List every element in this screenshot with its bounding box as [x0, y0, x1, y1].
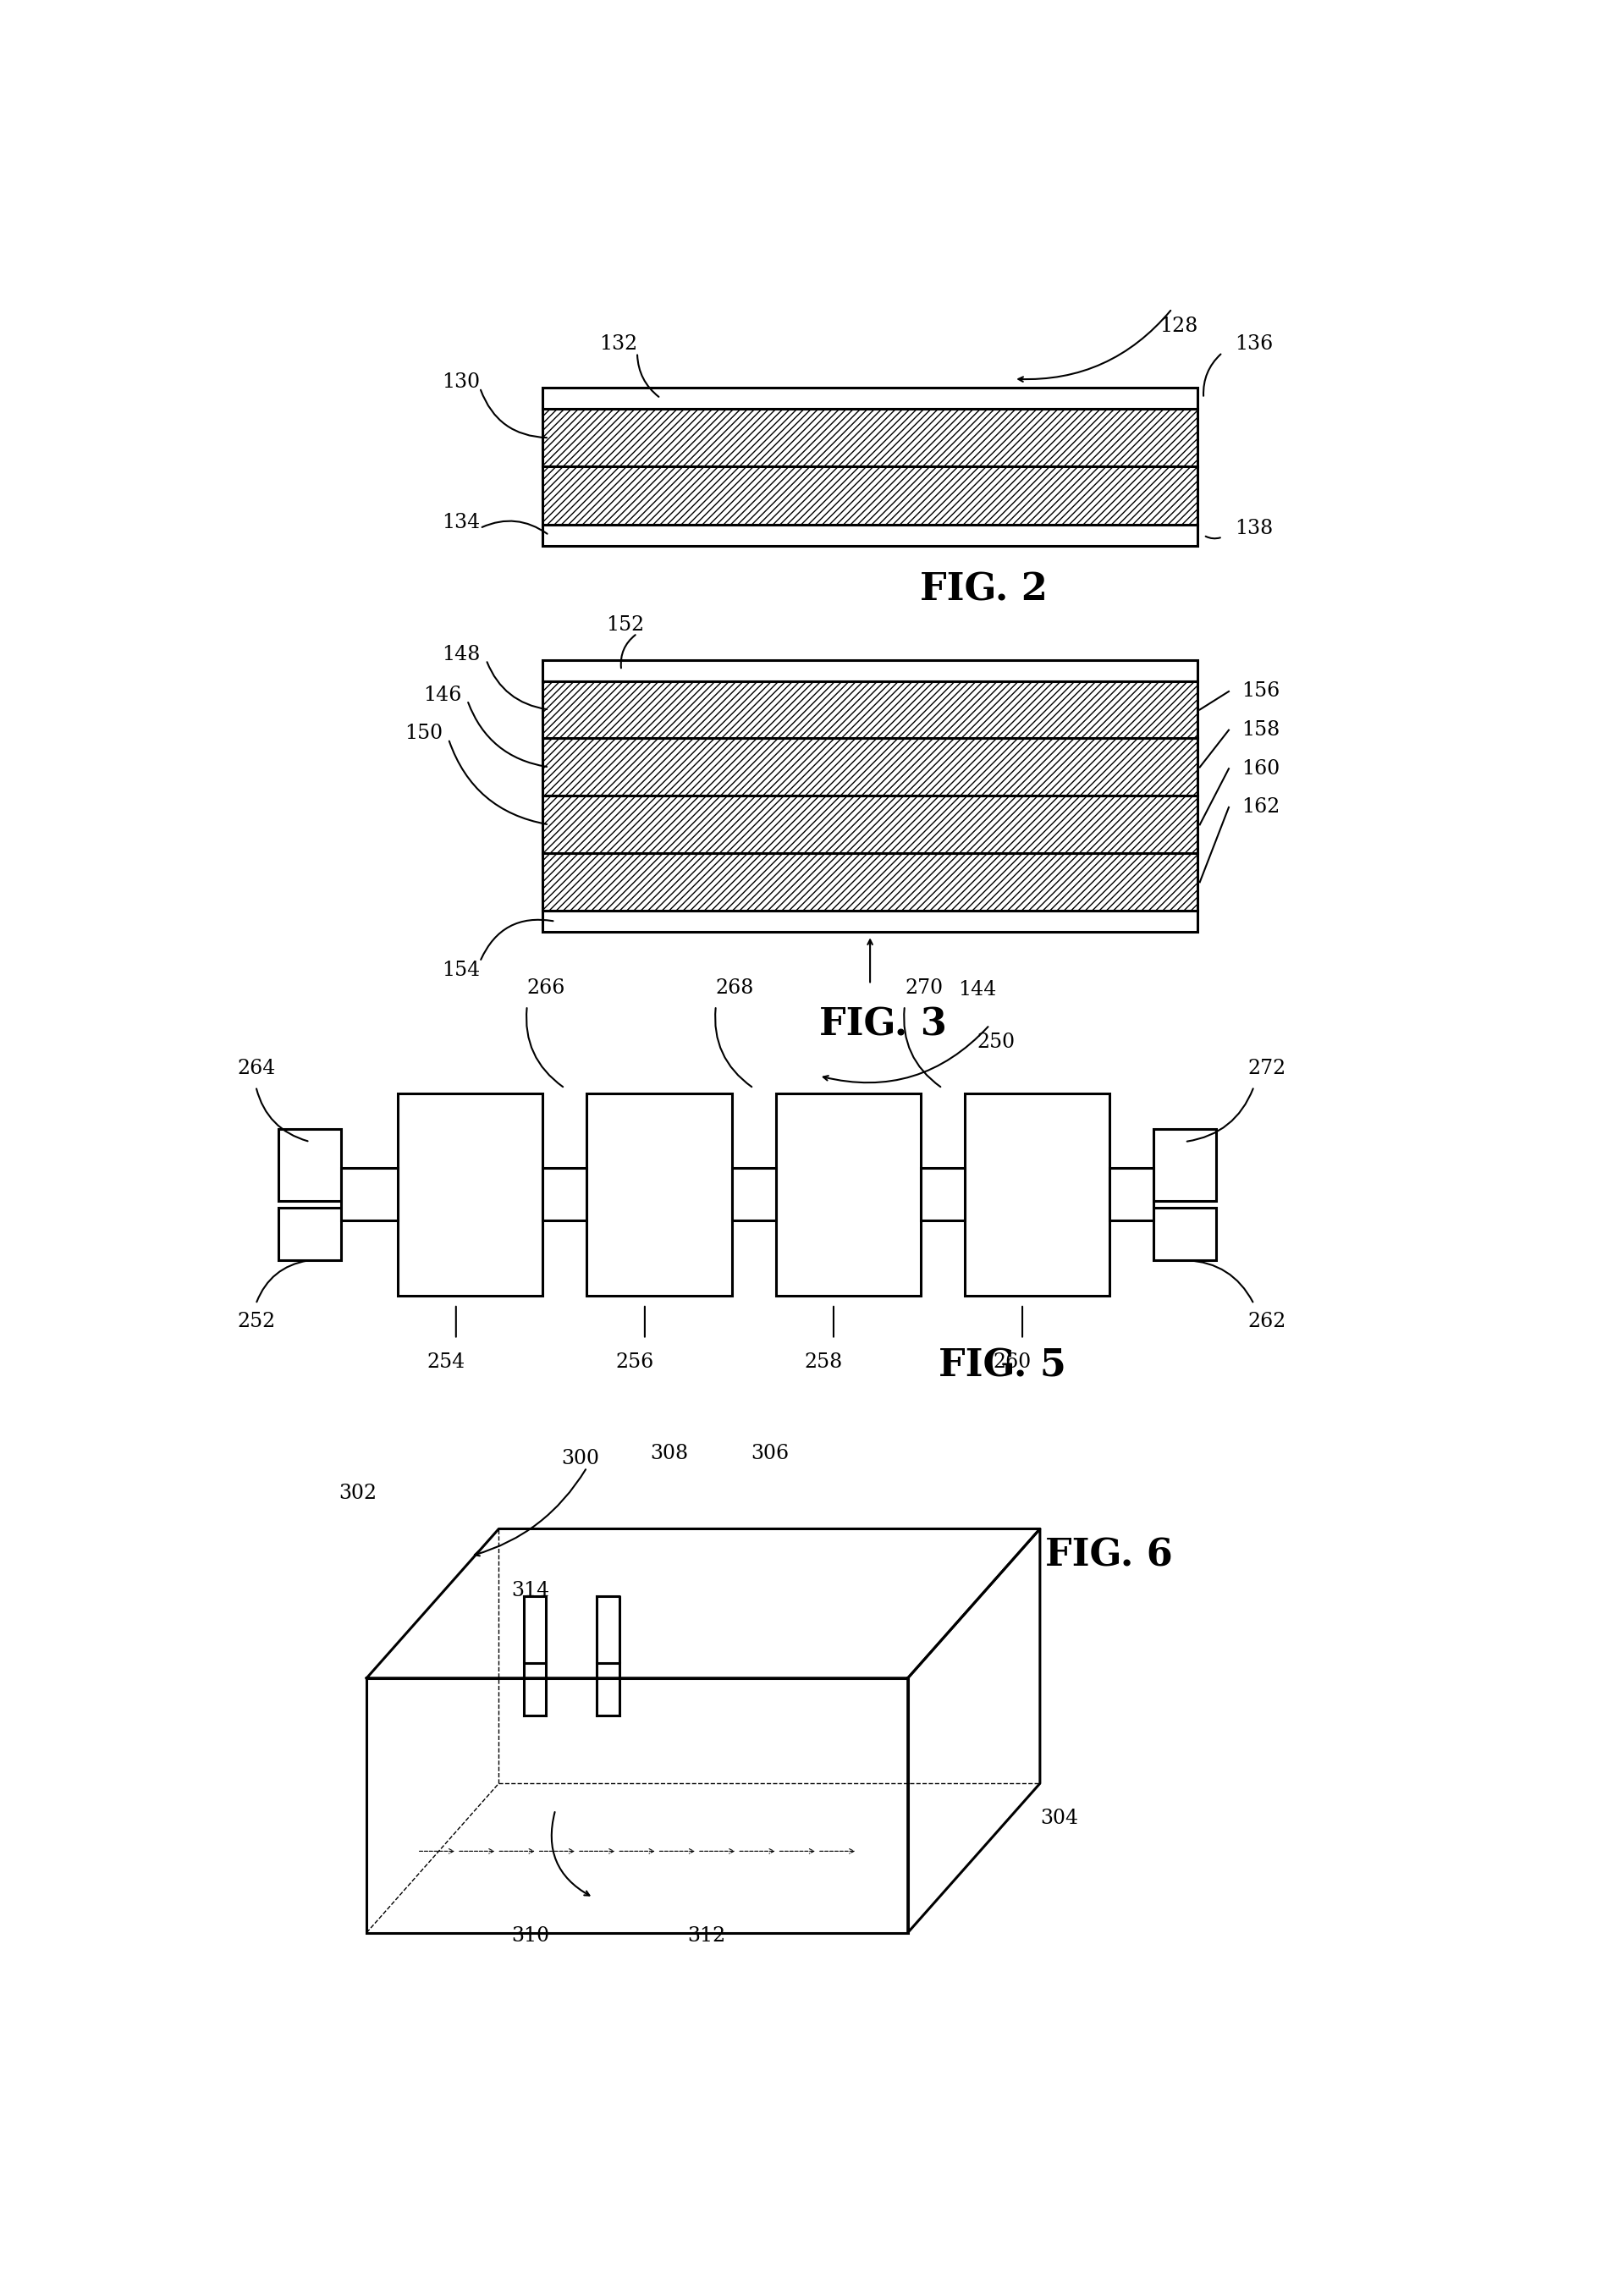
Text: 310: 310 [512, 1927, 549, 1945]
Bar [1109, 1167, 1153, 1220]
Text: 158: 158 [1241, 720, 1280, 739]
Text: 162: 162 [1241, 798, 1280, 816]
Bar [542, 659, 1197, 682]
Bar [542, 467, 1197, 524]
Text: 272: 272 [1247, 1060, 1286, 1078]
Text: 154: 154 [442, 960, 481, 980]
Text: 256: 256 [615, 1352, 654, 1373]
Bar [279, 1129, 341, 1202]
Text: FIG. 2: FIG. 2 [919, 572, 1047, 609]
Bar [965, 1094, 1109, 1295]
Text: 302: 302 [339, 1484, 377, 1503]
Text: 266: 266 [528, 978, 565, 999]
Bar [341, 1167, 398, 1220]
Bar [542, 1167, 586, 1220]
Text: 146: 146 [424, 686, 461, 705]
Bar [776, 1094, 921, 1295]
Bar [542, 408, 1197, 467]
Text: 304: 304 [1039, 1808, 1078, 1829]
Text: 130: 130 [442, 372, 481, 392]
Text: 314: 314 [512, 1580, 549, 1601]
Text: 160: 160 [1241, 759, 1280, 777]
Text: 300: 300 [562, 1448, 599, 1468]
Text: 250: 250 [978, 1033, 1015, 1053]
Bar [731, 1167, 776, 1220]
Text: FIG. 6: FIG. 6 [1046, 1537, 1173, 1573]
Text: 132: 132 [599, 335, 638, 353]
Text: 258: 258 [804, 1352, 843, 1373]
Bar [367, 1678, 908, 1933]
Bar [921, 1167, 965, 1220]
Text: 128: 128 [1160, 317, 1199, 335]
Bar [542, 388, 1197, 408]
Text: 306: 306 [750, 1443, 789, 1464]
Text: 270: 270 [905, 978, 944, 999]
Text: FIG. 5: FIG. 5 [939, 1347, 1065, 1384]
Bar [542, 796, 1197, 853]
Text: 136: 136 [1234, 335, 1273, 353]
Text: 134: 134 [442, 513, 481, 534]
Bar [586, 1094, 731, 1295]
Text: 264: 264 [237, 1060, 276, 1078]
Bar [542, 912, 1197, 933]
Text: 252: 252 [237, 1311, 276, 1332]
Bar [1153, 1208, 1216, 1261]
Bar [542, 853, 1197, 912]
Bar [542, 682, 1197, 739]
Bar [542, 739, 1197, 796]
Text: 262: 262 [1247, 1311, 1286, 1332]
Text: 254: 254 [427, 1352, 466, 1373]
Text: 150: 150 [404, 723, 443, 743]
Text: 260: 260 [994, 1352, 1031, 1373]
Text: 152: 152 [606, 616, 645, 634]
Bar [279, 1208, 341, 1261]
Text: 138: 138 [1234, 518, 1273, 538]
Bar [542, 524, 1197, 545]
Text: 268: 268 [716, 978, 754, 999]
Bar [1153, 1129, 1216, 1202]
Text: 144: 144 [958, 980, 997, 999]
Text: 156: 156 [1241, 682, 1280, 702]
Text: FIG. 3: FIG. 3 [818, 1008, 947, 1044]
Text: 148: 148 [442, 645, 481, 663]
Text: 308: 308 [650, 1443, 689, 1464]
Text: 312: 312 [687, 1927, 726, 1945]
Bar [398, 1094, 542, 1295]
